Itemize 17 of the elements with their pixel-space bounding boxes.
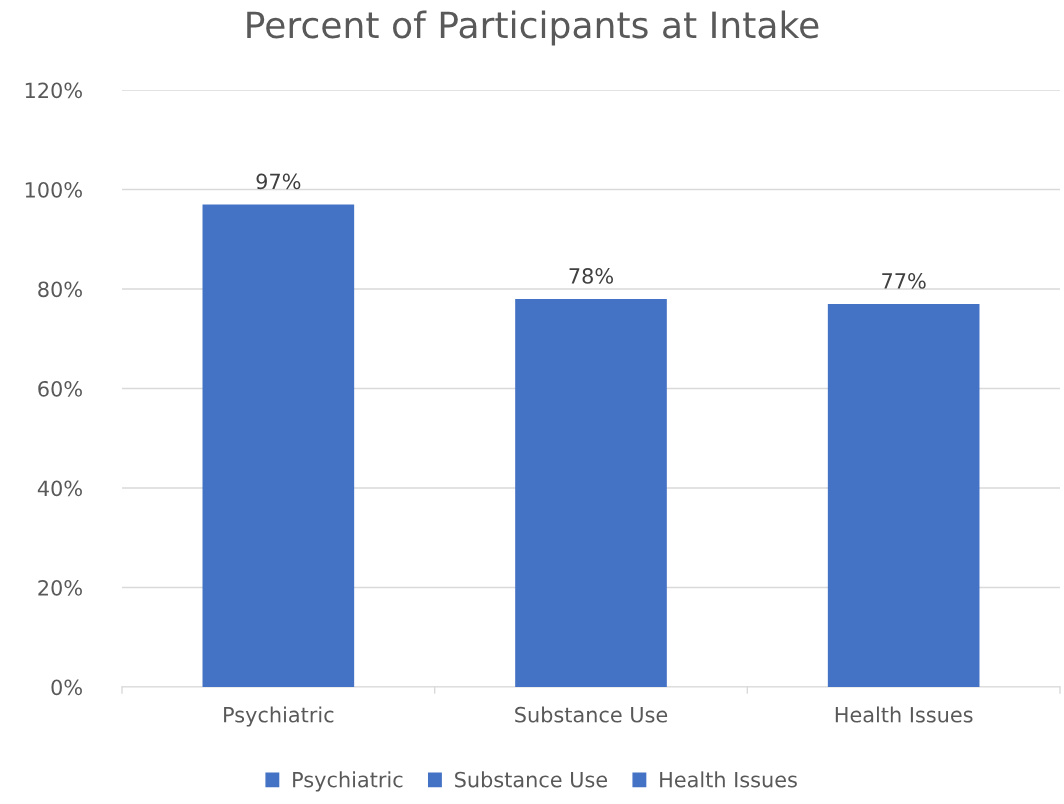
legend-label: Psychiatric [293, 771, 403, 792]
y-tick-label: 100% [25, 181, 82, 198]
data-label: 77% [882, 273, 926, 289]
data-label: 78% [569, 268, 613, 284]
y-tick-label: 0% [51, 679, 82, 696]
y-tick-label: 20% [38, 579, 82, 596]
y-tick-label: 40% [37, 480, 82, 497]
x-tick-label: Psychiatric [224, 706, 334, 727]
chart-title: Percent of Participants at Intake [247, 10, 819, 46]
y-tick-label: 120% [25, 82, 82, 99]
y-tick-label: 80% [38, 281, 82, 298]
legend-label: Substance Use [455, 771, 608, 788]
x-tick-label: Substance Use [515, 706, 668, 723]
x-tick-label: Health Issues [835, 706, 973, 723]
y-tick-label: 60% [38, 380, 82, 397]
legend-label: Health Issues [660, 771, 797, 788]
data-label: 97% [256, 173, 301, 190]
